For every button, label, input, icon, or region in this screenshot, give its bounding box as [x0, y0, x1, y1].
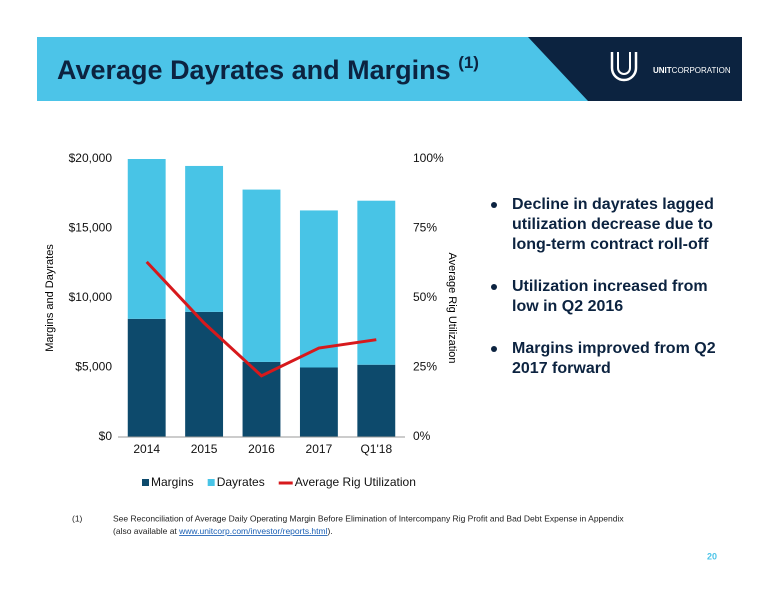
- logo-mark: [617, 52, 631, 75]
- title-text: Average Dayrates and Margins: [57, 55, 451, 85]
- x-tick-label: Q1'18: [360, 442, 392, 456]
- y2-tick-label: 25%: [413, 360, 437, 374]
- bullet-text: utilization decrease due to: [512, 216, 713, 233]
- logo-name: UNIT: [653, 66, 672, 75]
- bullet-text: long-term contract roll-off: [512, 236, 709, 253]
- y2-axis-title: Average Rig Utilization: [446, 252, 458, 363]
- logo-suffix: CORPORATION: [672, 66, 731, 75]
- slide-title: Average Dayrates and Margins (1): [57, 53, 479, 85]
- y-tick-label: $5,000: [75, 360, 112, 374]
- logo-text: UNITCORPORATION: [653, 66, 731, 75]
- title-note: (1): [458, 53, 479, 72]
- legend-label: Dayrates: [217, 475, 265, 489]
- y-tick-label: $0: [99, 429, 113, 443]
- x-tick-label: 2015: [191, 442, 218, 456]
- bar-segment: [185, 165, 224, 312]
- y2-tick-label: 0%: [413, 429, 431, 443]
- bar-segment: [357, 364, 396, 437]
- bullet-text: low in Q2 2016: [512, 298, 623, 315]
- bullet-text: Decline in dayrates lagged: [512, 196, 714, 213]
- bar-segment: [299, 367, 338, 437]
- bullet-dot: [491, 284, 497, 290]
- page-number: 20: [707, 551, 717, 561]
- bullet-list: Decline in dayrates lagged utilization de…: [491, 196, 716, 377]
- y-tick-label: $20,000: [69, 151, 113, 165]
- y2-tick-label: 75%: [413, 221, 437, 235]
- y2-tick-label: 100%: [413, 151, 444, 165]
- y-tick-label: $10,000: [69, 290, 113, 304]
- bar-segment: [242, 189, 281, 362]
- legend-swatch: [142, 479, 149, 486]
- y2-tick-label: 50%: [413, 290, 437, 304]
- y-tick-label: $15,000: [69, 221, 113, 235]
- bullet-dot: [491, 202, 497, 208]
- x-tick-label: 2016: [248, 442, 275, 456]
- logo: UNITCORPORATION: [610, 52, 731, 82]
- bullet-text: 2017 forward: [512, 360, 611, 377]
- bar-segment: [127, 318, 166, 437]
- bullet-dot: [491, 346, 497, 352]
- y-axis-title: Margins and Dayrates: [44, 244, 56, 352]
- utilization-line: [145, 260, 377, 378]
- bullet-text: Utilization increased from: [512, 278, 708, 295]
- legend-label: Average Rig Utilization: [295, 475, 416, 489]
- bar-segment: [299, 210, 338, 368]
- footnote-text: ).: [327, 526, 332, 536]
- legend-label: Margins: [151, 475, 194, 489]
- footnote-marker: (1): [72, 513, 83, 523]
- bar-segment: [127, 159, 166, 319]
- bar-segment: [242, 361, 281, 437]
- x-tick-label: 2014: [133, 442, 160, 456]
- x-tick-label: 2017: [306, 442, 333, 456]
- bar-segment: [185, 311, 224, 437]
- bullet-text: Margins improved from Q2: [512, 340, 716, 357]
- bar-segment: [357, 200, 396, 365]
- footnote-link[interactable]: www.unitcorp.com/investor/reports.html: [178, 526, 327, 536]
- footnote-text: (also available at: [113, 526, 179, 536]
- chart: $0 $5,000 $10,000 $15,000 $20,000 0% 25% 50% 75%…: [44, 151, 458, 489]
- footnote-line: (also available at www.unitcorp.com/inve…: [113, 526, 333, 536]
- logo-mark: [610, 52, 638, 82]
- footnote-line: See Reconciliation of Average Daily Oper…: [113, 513, 624, 523]
- legend-swatch: [207, 479, 215, 486]
